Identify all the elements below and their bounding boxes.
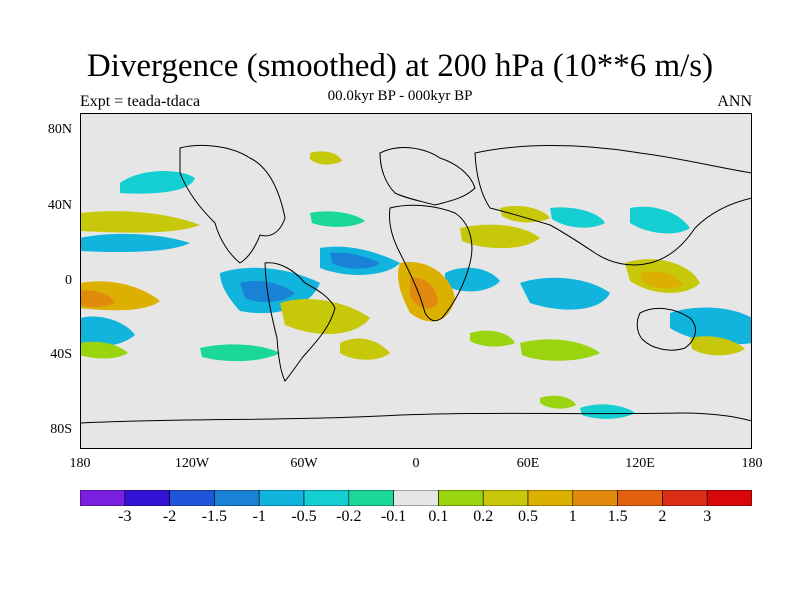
lon-tick-label: 120W [174,456,210,471]
contour-blob [80,316,135,347]
contour-blob [540,395,576,409]
colorbar-label: 3 [703,508,712,525]
colorbar-swatch [303,490,350,506]
contour-blob [200,344,280,362]
contour-blob [690,336,745,356]
colorbar-swatch [214,490,260,506]
lat-tick-label: 40N [47,198,72,213]
season-label: ANN [717,93,752,110]
contour-blob [520,277,610,310]
asia-coast [474,145,752,266]
colorbar-swatch [572,490,618,506]
antarctica-coast [80,412,752,424]
lon-tick-label: 180 [741,456,763,471]
colorbar-label: -1 [252,508,266,525]
lon-tick-label: 60E [516,456,540,471]
contour-blob [470,330,515,347]
lon-tick-label: 180 [69,456,91,471]
contour-blob [410,277,438,309]
colorbar-label: 1.5 [607,508,628,525]
colorbar-swatch [706,490,752,506]
lat-tick-label: 80N [47,122,72,137]
colorbar-label: -3 [118,508,132,525]
contour-blob [520,339,600,361]
contour-blob [500,206,550,223]
colorbar-label: 0.5 [518,508,538,525]
contour-blob [310,211,365,227]
contour-blob [310,151,342,165]
colorbar-swatch [258,490,305,506]
contour-blob [80,341,128,359]
colorbar-label: -0.1 [380,508,407,525]
colorbar-swatch [662,490,708,506]
north-america-coast [179,144,286,264]
contour-blob [580,404,635,419]
colorbar-label: 0.2 [473,508,494,525]
contour-blob [630,206,690,234]
colorbar-swatch [124,490,170,506]
lat-tick-label: 0 [65,273,72,288]
contour-blob [640,271,683,289]
colorbar-swatch [438,490,484,506]
south-america-coast [264,262,336,382]
europe-coast [379,147,476,206]
africa-coast [389,204,473,322]
colorbar-label: 0.1 [428,508,449,525]
contour-blob [445,267,500,292]
experiment-label: Expt = teada-tdaca [80,93,201,110]
figure-title: Divergence (smoothed) at 200 hPa (10**6 … [86,48,714,84]
contour-blob [120,171,195,194]
divergence-map [80,113,752,449]
colorbar-label: -0.2 [336,508,362,525]
colorbar-label: -1.5 [201,508,228,525]
coastlines [80,144,752,424]
colorbar-swatch [80,490,126,506]
divergence-contours-negative [80,171,752,419]
contour-blob [330,252,380,269]
map-frame [80,113,752,449]
contour-blob [80,290,115,307]
australia-coast [636,307,696,351]
contour-blob [460,224,540,249]
contour-blob [550,207,605,228]
colorbar-swatch [482,490,529,506]
lat-tick-label: 80S [50,422,72,437]
colorbar-label: -2 [162,508,177,525]
contour-blob [340,338,390,360]
colorbar [80,490,752,506]
colorbar-label: -0.5 [291,508,317,525]
contour-blob [670,307,752,345]
contour-blob [80,233,190,253]
lat-tick-label: 40S [50,347,72,362]
lon-tick-label: 0 [412,456,420,471]
contour-blob [80,211,200,233]
contour-blob [280,298,370,335]
period-label: 00.0kyr BP - 000kyr BP [327,88,473,104]
colorbar-swatch [393,490,439,506]
colorbar-label: 2 [658,508,667,525]
colorbar-swatch [169,490,215,506]
colorbar-swatch [527,490,574,506]
colorbar-swatch [348,490,394,506]
divergence-contours-positive [80,151,745,409]
colorbar-swatch [617,490,663,506]
lon-tick-label: 60W [290,456,318,471]
lon-tick-label: 120E [625,456,655,471]
colorbar-label: 1 [568,508,577,525]
